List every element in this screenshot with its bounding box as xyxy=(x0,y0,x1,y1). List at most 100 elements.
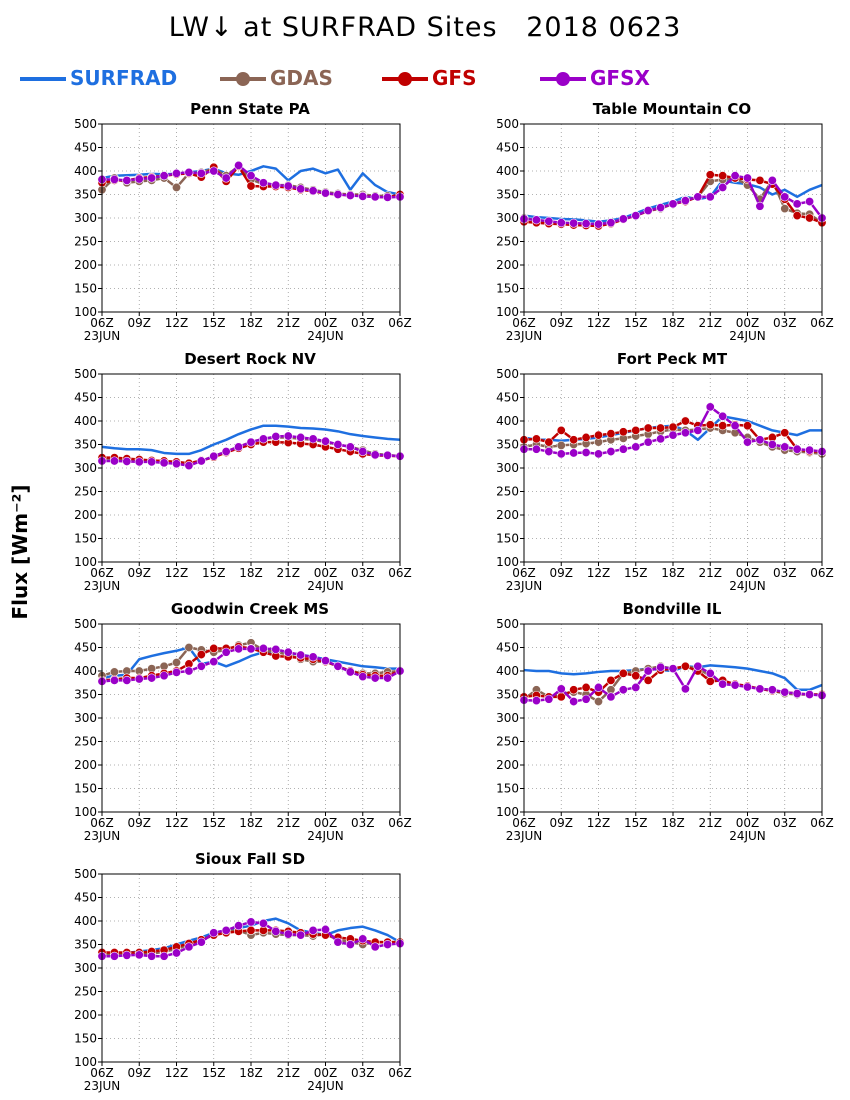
x-tick-label: 18Z xyxy=(661,816,685,830)
point-gfsx xyxy=(172,168,182,178)
legend-swatch-gdas xyxy=(220,72,266,86)
point-gfsx xyxy=(569,218,579,228)
point-gfsx xyxy=(631,211,641,221)
x-tick-label: 06Z xyxy=(388,566,412,580)
point-gfsx xyxy=(246,644,256,654)
y-tick-label: 350 xyxy=(74,438,97,452)
x-tick-label: 06Z xyxy=(810,316,834,330)
y-tick-label: 450 xyxy=(74,641,97,655)
point-gfsx xyxy=(196,456,206,466)
legend-swatch-gfsx xyxy=(540,72,586,86)
point-gfsx xyxy=(556,449,566,459)
point-gdas xyxy=(109,667,119,677)
point-gfs xyxy=(656,423,666,433)
point-gfsx xyxy=(333,440,343,450)
point-gfsx xyxy=(209,451,219,461)
point-gfsx xyxy=(134,674,144,684)
point-gdas xyxy=(172,658,182,668)
point-gfsx xyxy=(147,951,157,961)
panel-title: Goodwin Creek MS xyxy=(170,600,330,618)
point-gfsx xyxy=(668,664,678,674)
point-gfsx xyxy=(296,930,306,940)
point-gfsx xyxy=(271,432,281,442)
x-tick-label: 09Z xyxy=(128,1066,152,1080)
y-tick-label: 500 xyxy=(74,867,97,881)
point-gfs xyxy=(606,429,616,439)
point-gdas xyxy=(556,440,566,450)
x-date-label: 23JUN xyxy=(506,829,543,843)
x-tick-label: 06Z xyxy=(810,566,834,580)
point-gfsx xyxy=(643,666,653,676)
x-tick-label: 21Z xyxy=(699,816,723,830)
point-gfsx xyxy=(742,682,752,692)
y-tick-label: 400 xyxy=(74,414,97,428)
point-gfsx xyxy=(755,684,765,694)
point-gfs xyxy=(618,427,628,437)
point-gfsx xyxy=(767,175,777,185)
point-gfs xyxy=(581,432,591,442)
legend-label-gdas: GDAS xyxy=(270,66,333,90)
point-gfsx xyxy=(345,442,355,452)
point-gfsx xyxy=(730,421,740,431)
point-gfsx xyxy=(383,450,393,460)
x-date-label: 23JUN xyxy=(84,829,121,843)
point-gfs xyxy=(196,650,206,660)
point-gfsx xyxy=(544,694,554,704)
y-tick-label: 200 xyxy=(496,258,519,272)
point-gfs xyxy=(792,211,802,221)
point-gfsx xyxy=(345,190,355,200)
x-tick-label: 15Z xyxy=(202,816,226,830)
point-gfsx xyxy=(333,661,343,671)
series-line-surfrad xyxy=(101,646,400,680)
legend-item-surfrad: SURFRAD xyxy=(18,62,177,96)
point-gfsx xyxy=(569,697,579,707)
point-gfsx xyxy=(594,449,604,459)
point-gfsx xyxy=(122,950,132,960)
point-gfsx xyxy=(345,940,355,950)
point-gfs xyxy=(209,643,219,653)
point-gfs xyxy=(718,421,728,431)
y-tick-label: 500 xyxy=(74,117,97,131)
chart-penn-state: 100 150 200 250 300 350 400 450 500 06Z 09Z 12Z 15Z 1… xyxy=(74,117,412,343)
point-gfsx xyxy=(705,192,715,202)
point-gfsx xyxy=(780,687,790,697)
point-gfsx xyxy=(358,934,368,944)
point-gfsx xyxy=(606,692,616,702)
point-gfsx xyxy=(680,684,690,694)
x-tick-label: 06Z xyxy=(90,1066,114,1080)
point-gfsx xyxy=(258,434,268,444)
panel-fort-peck: Fort Peck MT 100 150 200 250 300 350 400 450 500… xyxy=(482,350,850,595)
x-tick-label: 06Z xyxy=(512,816,536,830)
y-tick-label: 250 xyxy=(74,735,97,749)
x-tick-label: 15Z xyxy=(202,316,226,330)
plot-frame xyxy=(523,373,823,563)
point-gfs xyxy=(556,425,566,435)
point-gfsx xyxy=(370,673,380,683)
point-gfsx xyxy=(196,661,206,671)
point-gfsx xyxy=(531,215,541,225)
x-tick-label: 12Z xyxy=(587,816,611,830)
x-tick-label: 09Z xyxy=(550,316,574,330)
point-gfsx xyxy=(792,199,802,209)
point-gfsx xyxy=(370,942,380,952)
page-title: LW↓ at SURFRAD Sites 2018 0623 xyxy=(168,12,682,43)
point-gfsx xyxy=(209,657,219,667)
x-tick-label: 12Z xyxy=(587,316,611,330)
y-tick-label: 500 xyxy=(496,117,519,131)
point-gfsx xyxy=(134,457,144,467)
point-gfs xyxy=(780,428,790,438)
y-tick-label: 300 xyxy=(74,211,97,225)
y-tick-label: 250 xyxy=(74,235,97,249)
point-gfsx xyxy=(742,437,752,447)
point-gfsx xyxy=(780,192,790,202)
y-tick-label: 200 xyxy=(74,1008,97,1022)
point-gfsx xyxy=(805,445,815,455)
y-tick-label: 400 xyxy=(74,164,97,178)
point-gfsx xyxy=(767,685,777,695)
y-tick-label: 500 xyxy=(74,617,97,631)
y-tick-label: 350 xyxy=(74,188,97,202)
point-gfsx xyxy=(159,171,169,181)
y-tick-label: 400 xyxy=(496,664,519,678)
x-date-label: 23JUN xyxy=(506,579,543,593)
y-tick-label: 450 xyxy=(74,141,97,155)
